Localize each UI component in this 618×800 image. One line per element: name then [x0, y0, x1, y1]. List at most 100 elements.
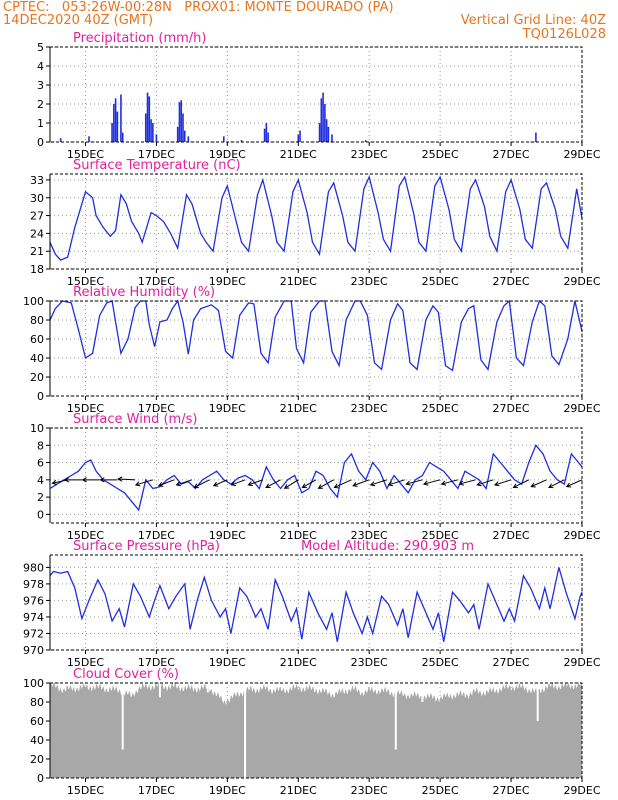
x-tick-label: 19DEC [209, 275, 246, 288]
wind-vector-arrow [175, 479, 193, 487]
x-tick-label: 23DEC [351, 402, 388, 415]
x-tick-label: 27DEC [493, 529, 530, 542]
x-tick-label: 15DEC [67, 656, 104, 669]
cloud-cover-gap [121, 681, 124, 750]
x-tick-label: 17DEC [138, 529, 175, 542]
x-tick-label: 23DEC [351, 784, 388, 797]
x-tick-label: 25DEC [422, 784, 459, 797]
cloud-cover-gap [158, 681, 161, 698]
wind-panel: 0 2 4 6 8 10 15DEC 17DEC 19DEC 21DEC 23DEC 25DEC 27D… [30, 412, 601, 542]
x-tick-label: 19DEC [209, 148, 246, 161]
y-tick-label: 3 [37, 79, 44, 92]
temperature-series-line [49, 175, 583, 261]
y-tick-label: 980 [23, 561, 44, 574]
y-tick-label: 8 [37, 439, 44, 452]
wind-vector-arrow [476, 479, 494, 487]
x-tick-label: 17DEC [138, 148, 175, 161]
precip-bar [152, 123, 154, 142]
y-tick-label: 976 [23, 594, 44, 607]
precip-bar [265, 123, 268, 142]
x-tick-label: 23DEC [351, 529, 388, 542]
panel-title: Precipitation (mm/h) [73, 31, 206, 46]
precip-bar [155, 134, 158, 142]
y-tick-label: 0 [37, 390, 44, 403]
x-tick-label: 25DEC [422, 275, 459, 288]
header-date: 14DEC2020 40Z (GMT) [3, 13, 154, 28]
wind-vector-arrow [369, 479, 388, 487]
y-tick-label: 100 [23, 677, 44, 690]
wind-vector-arrow [387, 479, 405, 487]
precip-bar [121, 132, 124, 142]
y-tick-label: 18 [30, 263, 44, 276]
header-station: CPTEC: 053:26W-00:28N PROX01: MONTE DOUR… [3, 0, 394, 15]
y-tick-label: 5 [37, 41, 44, 54]
wind-vector-arrow [193, 479, 210, 489]
precip-bar [144, 113, 147, 142]
humidity-panel: 0 20 40 60 80 100 15DEC 17DEC 19DEC 21DEC 23DEC 25D… [23, 285, 601, 415]
panel-frame [49, 173, 583, 270]
y-tick-label: 20 [30, 371, 44, 384]
precip-bar [322, 92, 324, 142]
x-tick-label: 21DEC [280, 656, 317, 669]
wind-vector-arrow [99, 477, 118, 483]
wind-vector-arrow [422, 479, 441, 486]
precip-bar [180, 100, 183, 142]
panel-title: Surface Pressure (hPa) [73, 539, 220, 554]
x-tick-label: 25DEC [422, 148, 459, 161]
precip-bar [331, 134, 333, 142]
temperature-panel: 18 21 24 27 30 33 15DEC 17DEC 19DEC 21DEC 23DEC 25D… [30, 158, 601, 288]
y-tick-label: 80 [30, 696, 44, 709]
cloud-cover-gap [394, 681, 397, 750]
precip-bar [146, 92, 149, 142]
x-tick-label: 27DEC [493, 784, 530, 797]
x-tick-label: 29DEC [563, 402, 600, 415]
precip-bar [263, 128, 266, 142]
x-tick-label: 17DEC [138, 275, 175, 288]
wind-vector-arrow [405, 479, 423, 486]
humidity-series-line [49, 299, 583, 372]
panel-title: Surface Temperature (nC) [73, 158, 241, 173]
y-tick-label: 80 [30, 314, 44, 327]
x-tick-label: 29DEC [563, 784, 600, 797]
y-tick-label: 24 [30, 227, 44, 240]
y-tick-label: 21 [30, 245, 44, 258]
y-tick-label: 30 [30, 192, 44, 205]
y-tick-label: 0 [37, 136, 44, 149]
y-tick-label: 6 [37, 457, 44, 470]
wind-vector-arrow [157, 479, 175, 487]
x-tick-label: 15DEC [67, 529, 104, 542]
wind-vector-arrow [352, 479, 370, 487]
y-tick-label: 40 [30, 352, 44, 365]
precip-bar [187, 136, 190, 142]
wind-vector-arrow [493, 479, 512, 487]
wind-vector-arrow [212, 479, 228, 487]
wind-vector-arrow [530, 479, 547, 488]
x-tick-label: 27DEC [493, 656, 530, 669]
y-tick-label: 2 [37, 491, 44, 504]
x-tick-label: 23DEC [351, 656, 388, 669]
x-tick-label: 19DEC [209, 529, 246, 542]
x-tick-label: 29DEC [563, 529, 600, 542]
cloud-cover-gap [206, 681, 209, 693]
y-tick-label: 1 [37, 117, 44, 130]
x-tick-label: 25DEC [422, 402, 459, 415]
x-tick-label: 25DEC [422, 656, 459, 669]
precip-bar [120, 94, 122, 142]
precip-bar [176, 126, 179, 142]
precip-bar [318, 123, 321, 142]
precip-bar [178, 102, 181, 142]
panel-frame [49, 427, 583, 524]
wind-vector-arrow [230, 479, 246, 487]
y-tick-label: 2 [37, 98, 44, 111]
cloud-cover-panel: 0 20 40 60 80 100 15DEC 17DEC 19DEC 21DEC 23DEC 25D… [23, 667, 601, 797]
x-tick-label: 29DEC [563, 656, 600, 669]
wind-series-line [49, 444, 583, 512]
y-tick-label: 970 [23, 644, 44, 657]
y-tick-label: 60 [30, 715, 44, 728]
y-tick-label: 0 [37, 772, 44, 785]
wind-vector-arrow [512, 479, 530, 489]
wind-vector-arrow [247, 479, 263, 487]
x-tick-label: 21DEC [280, 275, 317, 288]
y-tick-label: 27 [30, 210, 44, 223]
